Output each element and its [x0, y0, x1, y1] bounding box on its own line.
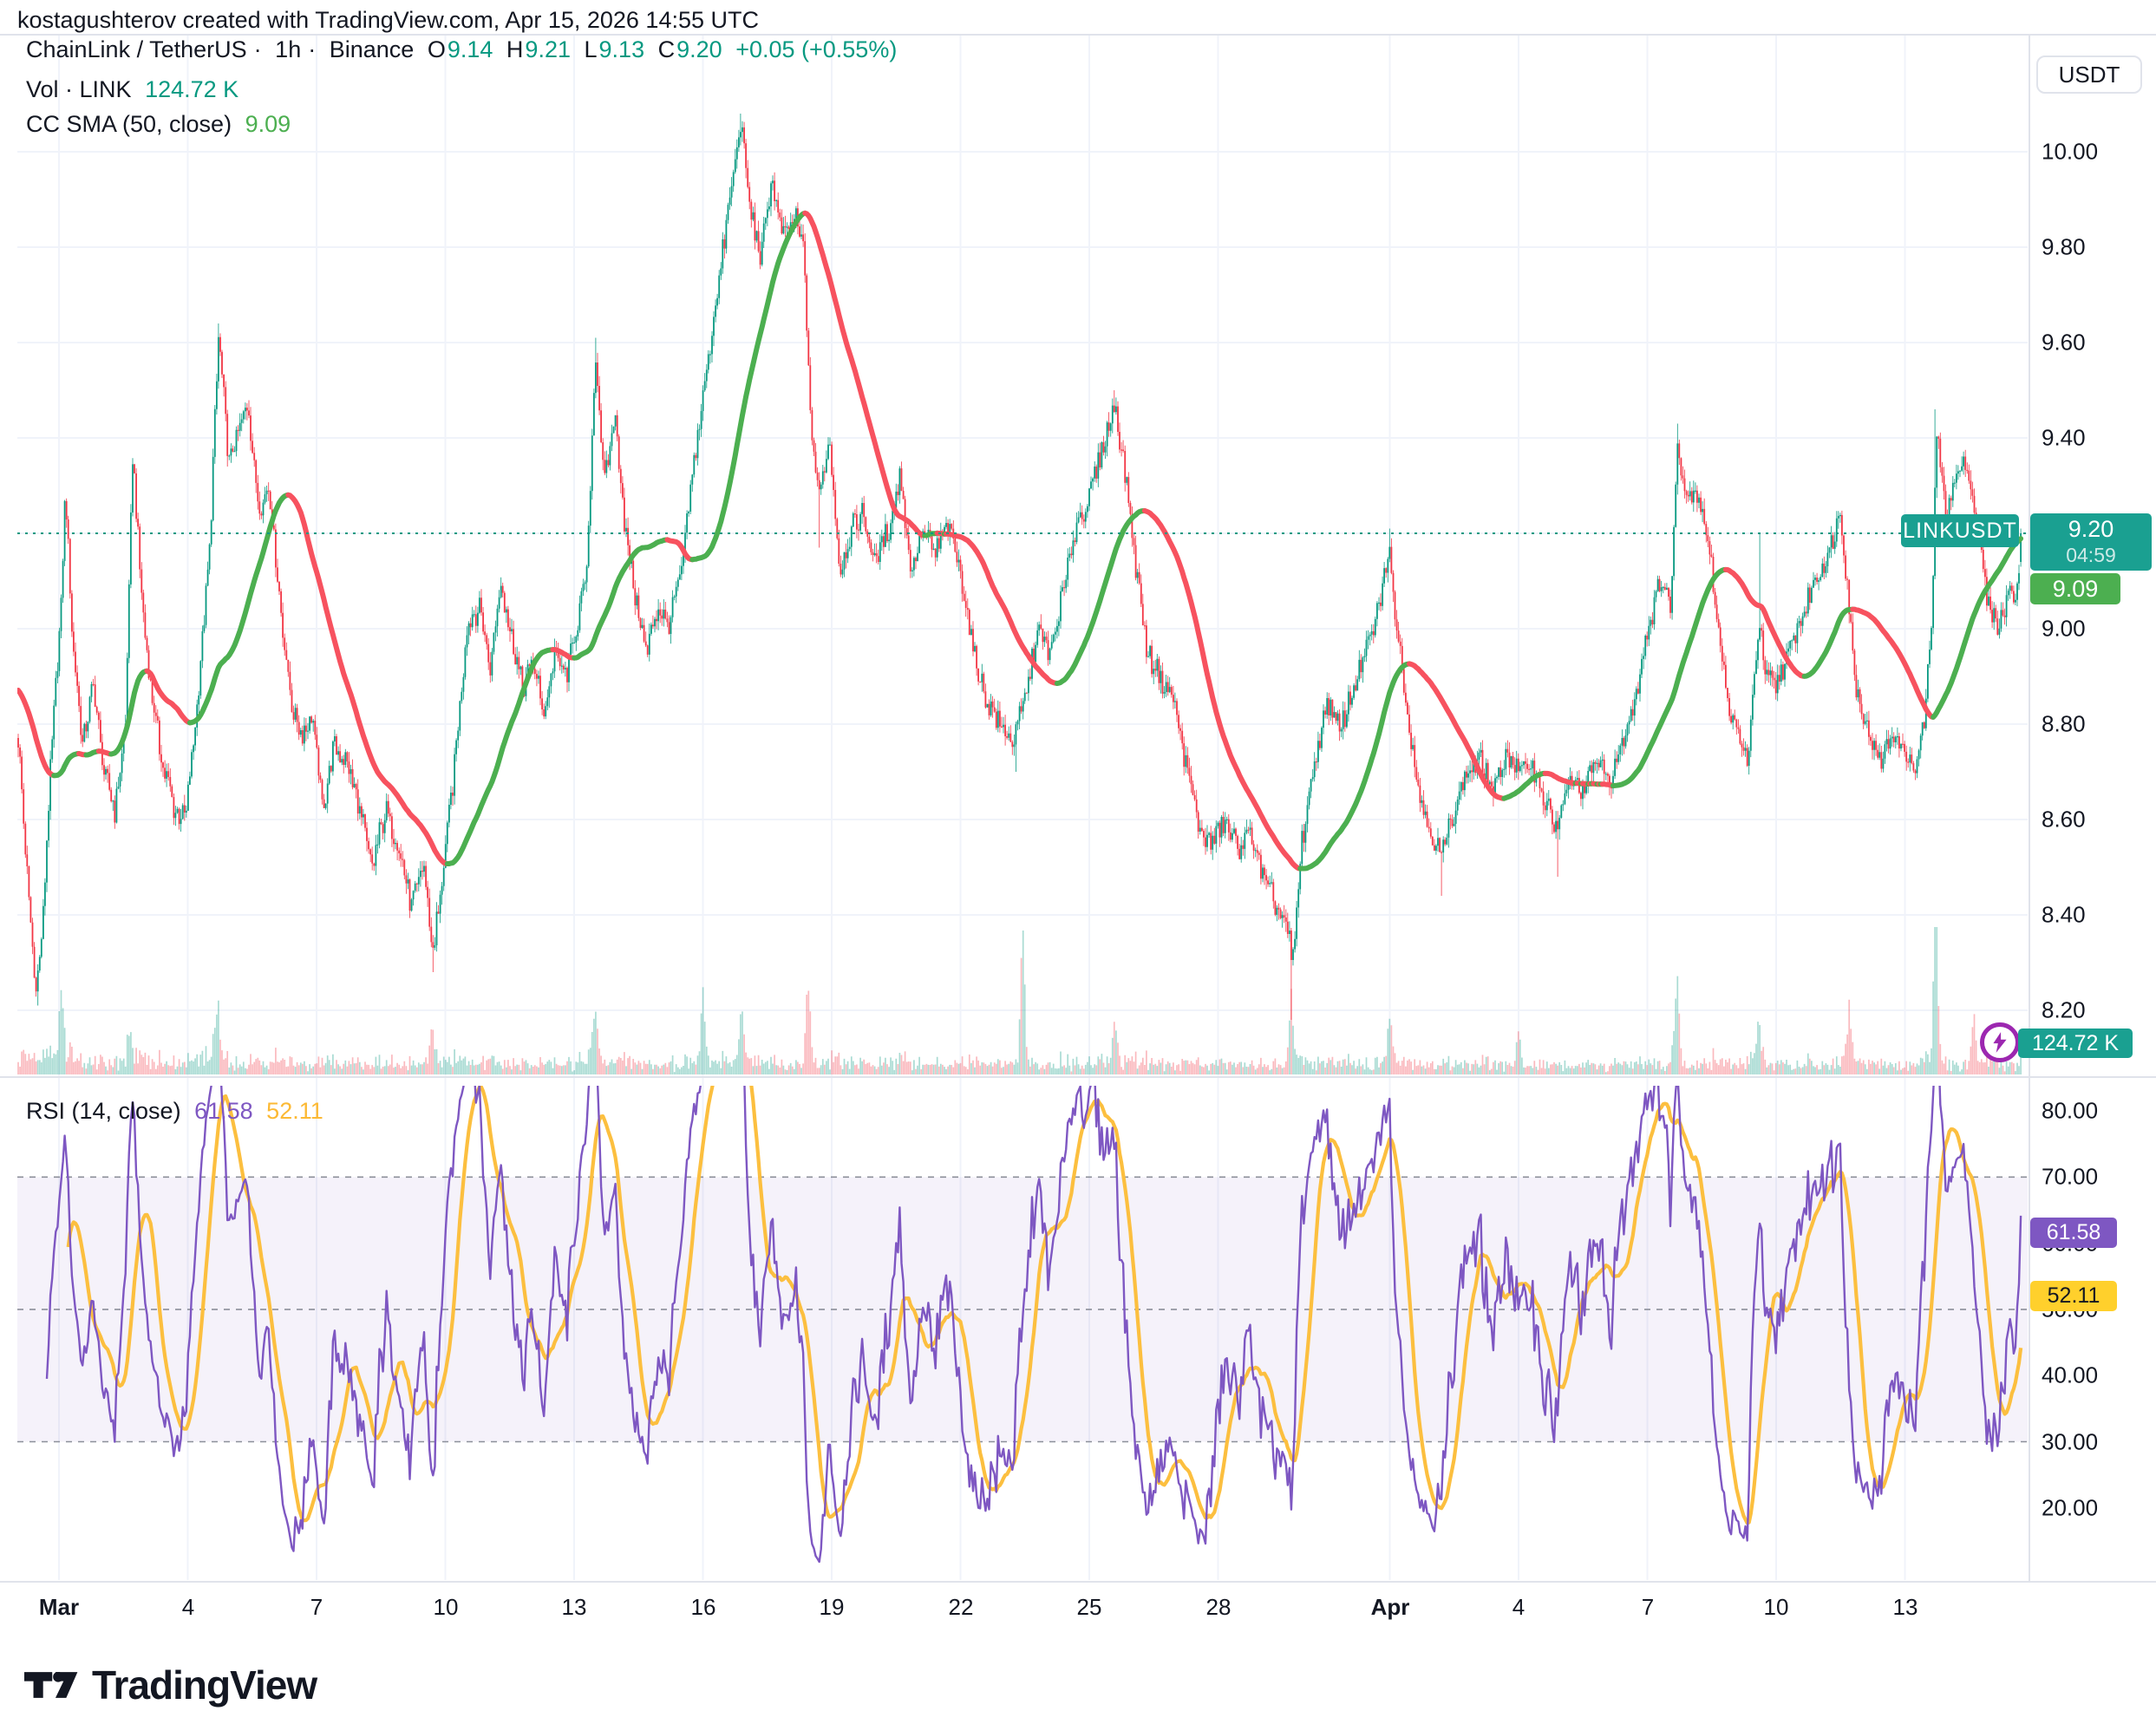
lightning-bolt-icon	[1993, 1032, 2007, 1053]
time-axis-tick: 25	[1076, 1594, 1102, 1620]
volume-legend: Vol · LINK 124.72 K	[26, 76, 245, 103]
symbol-legend: ChainLink / TetherUS · 1h · Binance O9.14 …	[26, 36, 904, 63]
rsi-lines	[45, 1086, 2023, 1564]
volume-value-badge: 124.72 K	[2018, 1029, 2133, 1058]
time-axis-tick: 10	[433, 1594, 459, 1620]
price-axis-tick: 9.60	[2042, 329, 2086, 356]
rsi-ma-value: 52.11	[266, 1098, 323, 1124]
ohlc-high-label: H	[506, 36, 524, 62]
time-axis-tick: 19	[819, 1594, 845, 1620]
rsi-axis-tick: 20.00	[2042, 1494, 2099, 1521]
candlestick-series	[17, 114, 2022, 1020]
time-axis-tick: 22	[948, 1594, 974, 1620]
volume-series	[17, 927, 2022, 1074]
volume-value: 124.72 K	[145, 76, 239, 102]
tradingview-logo[interactable]: TradingView	[24, 1662, 317, 1708]
rsi-title: RSI (14, close)	[26, 1098, 181, 1124]
exchange-label: Binance	[329, 36, 415, 62]
bar-countdown: 04:59	[2066, 544, 2116, 566]
time-axis-tick: 13	[1892, 1594, 1918, 1620]
rsi-line	[45, 1086, 2022, 1564]
time-axis-tick: 4	[1512, 1594, 1526, 1620]
price-axis-tick: 9.40	[2042, 424, 2086, 451]
last-price-value: 9.20	[2068, 516, 2114, 542]
sma-label: CC SMA (50, close)	[26, 111, 232, 137]
ohlc-close-value: 9.20	[676, 36, 722, 62]
time-axis-tick: 16	[690, 1594, 716, 1620]
ohlc-low-label: L	[584, 36, 598, 62]
sma-legend: CC SMA (50, close) 9.09	[26, 111, 297, 138]
flash-icon[interactable]	[1980, 1022, 2020, 1062]
sma-line	[17, 210, 2024, 872]
price-axis-tick: 9.80	[2042, 233, 2086, 260]
change-value: +0.05 (+0.55%)	[735, 36, 898, 62]
price-axis-tick: 10.00	[2042, 138, 2099, 165]
price-axis-tick: 8.20	[2042, 996, 2086, 1023]
symbol-name: ChainLink / TetherUS	[26, 36, 247, 62]
attribution-text: kostagushterov created with TradingView.…	[17, 7, 759, 33]
tradingview-logo-icon	[24, 1672, 78, 1698]
last-price-badge: 9.20 04:59	[2030, 513, 2152, 571]
rsi-axis-tick: 80.00	[2042, 1097, 2099, 1124]
rsi-legend: RSI (14, close) 61.58 52.11	[26, 1098, 330, 1125]
time-axis-tick: 7	[1641, 1594, 1655, 1620]
price-axis-tick: 8.80	[2042, 710, 2086, 737]
ohlc-open-value: 9.14	[447, 36, 493, 62]
rsi-value-badge: 61.58	[2030, 1218, 2117, 1248]
time-axis-tick: 28	[1205, 1594, 1232, 1620]
tradingview-wordmark: TradingView	[92, 1662, 317, 1708]
rsi-axis-tick: 70.00	[2042, 1163, 2099, 1190]
separator-dot: ·	[308, 36, 317, 62]
sma-value: 9.09	[245, 111, 291, 137]
time-axis-tick: 4	[181, 1594, 195, 1620]
rsi-axis-tick: 40.00	[2042, 1362, 2099, 1388]
volume-label: Vol · LINK	[26, 76, 132, 102]
price-axis-tick: 9.00	[2042, 615, 2086, 642]
currency-toggle-button[interactable]: USDT	[2036, 56, 2142, 94]
sma-value-badge: 9.09	[2030, 573, 2120, 604]
time-axis-tick: 7	[310, 1594, 323, 1620]
price-axis-tick: 8.40	[2042, 901, 2086, 928]
time-axis-tick: Mar	[38, 1594, 80, 1620]
price-axis-tick: 8.60	[2042, 806, 2086, 833]
rsi-ma-value-badge: 52.11	[2030, 1281, 2117, 1311]
rsi-axis-tick: 30.00	[2042, 1428, 2099, 1455]
time-axis-tick: 10	[1763, 1594, 1789, 1620]
ohlc-high-value: 9.21	[525, 36, 571, 62]
time-axis-tick: 13	[561, 1594, 587, 1620]
ohlc-low-value: 9.13	[598, 36, 645, 62]
separator-dot: ·	[253, 36, 262, 62]
ohlc-close-label: C	[657, 36, 676, 62]
symbol-price-label: LINKUSDT	[1901, 514, 2019, 547]
interval-label: 1h	[275, 36, 302, 62]
ohlc-open-label: O	[427, 36, 446, 62]
time-axis-tick: Apr	[1370, 1594, 1410, 1620]
pane-separators	[0, 34, 2156, 1583]
rsi-value: 61.58	[194, 1098, 253, 1124]
rsi-ma-line	[66, 1086, 2023, 1525]
